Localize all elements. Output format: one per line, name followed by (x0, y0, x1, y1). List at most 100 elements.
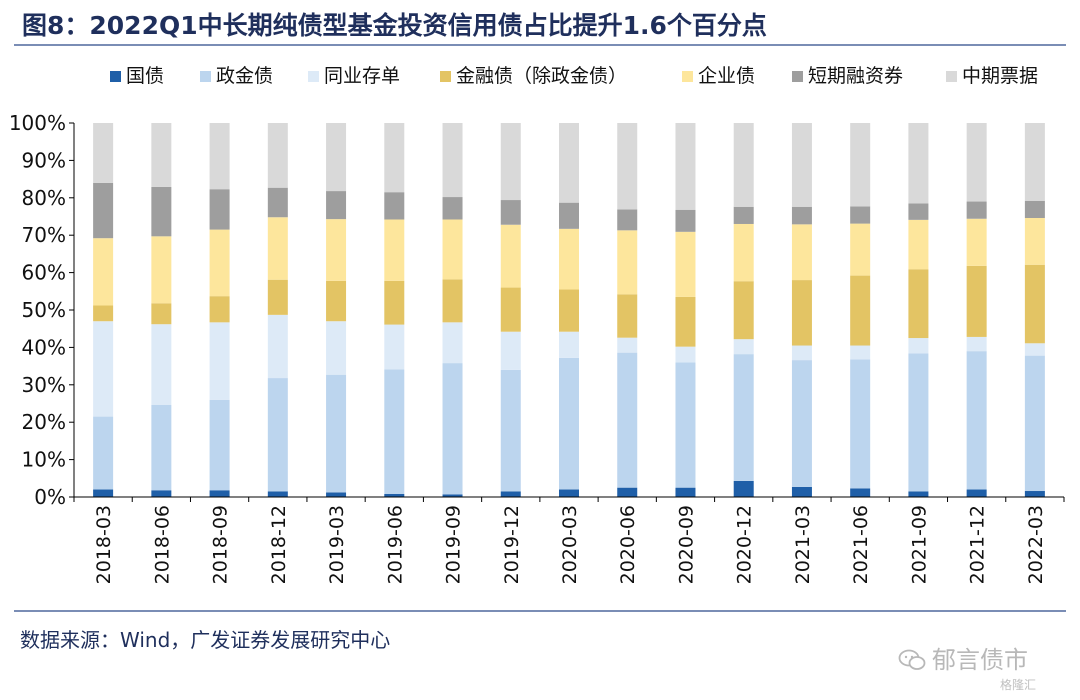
bar-segment (617, 487, 638, 497)
legend-label: 企业债 (698, 65, 755, 87)
bar-segment (559, 228, 579, 290)
bar-segment (617, 123, 638, 210)
legend-label: 同业存单 (324, 65, 400, 87)
bar-segment (675, 296, 696, 347)
bar-segment (908, 203, 929, 220)
bar-segment (384, 192, 405, 220)
bar-segment (559, 202, 579, 229)
bar-segment (733, 123, 754, 207)
y-tick-label: 40% (22, 335, 66, 359)
bar-segment (1024, 491, 1045, 497)
bar-segment (500, 287, 521, 332)
legend-label: 金融债（除政金债） (456, 65, 627, 87)
bar-segment (733, 354, 754, 481)
x-tick-label: 2019-03 (326, 505, 348, 584)
bar-segment (675, 231, 696, 297)
bar-segment (791, 280, 812, 346)
bar-segment (93, 238, 114, 306)
bar-segment (966, 218, 987, 266)
bar-segment (791, 123, 812, 207)
bar-segment (384, 280, 405, 325)
bar-segment (617, 352, 638, 488)
bar-segment (1024, 123, 1045, 201)
bar-segment (384, 324, 405, 370)
bar-segment (151, 123, 172, 187)
x-tick-label: 2020-12 (734, 505, 756, 584)
bar-segment (966, 123, 987, 202)
bar-segment (559, 331, 579, 358)
bar-segment (850, 345, 871, 360)
x-tick-label: 2020-03 (559, 505, 581, 584)
bar-segment (559, 357, 579, 490)
bar-segment (966, 265, 987, 337)
bar-segment (908, 338, 929, 354)
x-tick-label: 2021-03 (792, 505, 814, 584)
bar-segment (908, 123, 929, 204)
bar-segment (966, 351, 987, 490)
bar-segment (908, 219, 929, 270)
bar-segment (559, 123, 579, 203)
bar-segment (93, 321, 114, 417)
bar-segment (442, 494, 463, 497)
bar-segment (850, 359, 871, 489)
bar-segment (791, 360, 812, 487)
bar-segment (442, 197, 463, 220)
bar-segment (791, 486, 812, 497)
legend-swatch (440, 71, 451, 82)
y-tick-label: 70% (22, 223, 66, 247)
bar-segment (559, 289, 579, 332)
watermark-text: 郁言债市 (932, 646, 1028, 674)
x-tick-label: 2020-09 (675, 505, 697, 584)
bar-segment (442, 322, 463, 364)
legend-label: 国债 (126, 65, 164, 87)
legend-swatch (682, 71, 693, 82)
bar-segment (384, 494, 405, 497)
bar-segment (267, 217, 288, 280)
bar-segment (908, 269, 929, 339)
bar-segment (209, 399, 230, 491)
y-tick-label: 30% (22, 373, 66, 397)
bar-segment (791, 206, 812, 225)
bar-segment (93, 123, 114, 183)
y-tick-label: 20% (22, 410, 66, 434)
title-divider (14, 44, 1066, 46)
bar-segment (559, 489, 579, 497)
bar-segment (617, 209, 638, 231)
bar-segment (1024, 217, 1045, 265)
legend-label: 政金债 (216, 65, 273, 87)
x-tick-label: 2018-06 (151, 505, 173, 584)
bar-segment (326, 219, 347, 281)
bar-segment (1024, 264, 1045, 344)
y-tick-label: 90% (22, 148, 66, 172)
y-axis: 0% 10% 20% 30% 40% 50% 60% 70% 80% 90% 100% (9, 111, 75, 509)
bar-segment (908, 353, 929, 492)
bar-segment (442, 363, 463, 495)
bar-segment (267, 314, 288, 379)
x-tick-label: 2021-09 (908, 505, 930, 584)
bar-segment (850, 488, 871, 497)
legend-swatch (308, 71, 319, 82)
x-axis: 2018-03 2018-06 2018-09 2018-12 2019-03 2019-… (73, 496, 1065, 584)
bar-segment (151, 236, 172, 304)
stacked-bar-chart: 国债 政金债 同业存单 金融债（除政金债） 企业债 短期融资券 中期票据 0% 10% 20% 3… (9, 65, 1065, 584)
bar-segment (1024, 200, 1045, 218)
bar-segment (442, 123, 463, 198)
bar-segment (151, 324, 172, 405)
bar-segment (733, 339, 754, 355)
bar-segment (209, 229, 230, 297)
bar-segment (1024, 343, 1045, 356)
bar-segment (93, 182, 114, 239)
data-source: 数据来源：Wind，广发证券发展研究中心 (20, 628, 391, 652)
legend-label: 中期票据 (962, 65, 1038, 87)
bar-segment (209, 123, 230, 190)
bar-segment (267, 491, 288, 497)
bar-segment (326, 492, 347, 497)
x-tick-label: 2019-09 (443, 505, 465, 584)
bar-segment (93, 305, 114, 322)
y-tick-label: 10% (22, 448, 66, 472)
bar-segment (617, 230, 638, 295)
bar-segment (733, 223, 754, 282)
title-bar: 图8：2022Q1中长期纯债型基金投资信用债占比提升1.6个百分点 (0, 0, 1080, 46)
bar-segment (267, 279, 288, 315)
bar-segment (326, 321, 347, 375)
